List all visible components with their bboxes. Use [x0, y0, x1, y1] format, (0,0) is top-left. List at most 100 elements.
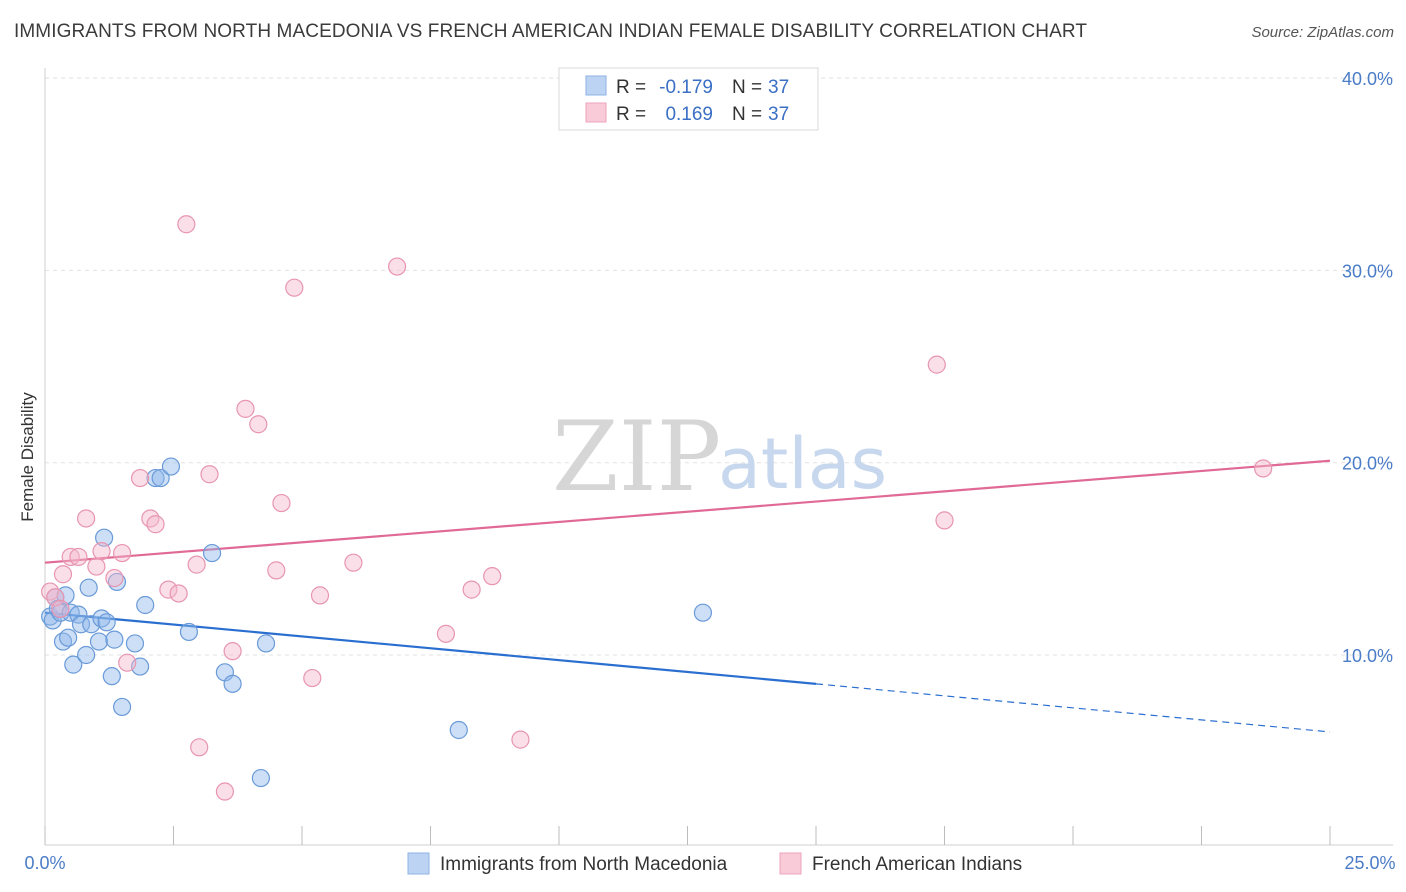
- point-series2-25: [267, 561, 286, 580]
- point-series1-36: [693, 603, 713, 622]
- point-series1-29: [179, 622, 199, 642]
- point-series2-8: [92, 542, 111, 561]
- point-series1-28: [161, 457, 181, 476]
- legend-n-label-2: N =: [732, 104, 762, 125]
- point-series2-9: [105, 568, 124, 588]
- point-series2-23: [236, 399, 255, 418]
- top-legend: R = -0.179 N = 37 R = 0.169 N = 37: [558, 67, 819, 131]
- point-series1-18: [97, 613, 116, 632]
- point-series2-19: [200, 465, 219, 484]
- point-series2-26: [272, 493, 291, 513]
- watermark: ZIP atlas: [552, 401, 887, 513]
- x-max-label: 25.0%: [1344, 853, 1395, 873]
- point-series2-0: [41, 582, 60, 601]
- point-series1-19: [102, 667, 121, 686]
- trend-line-series1: [44, 611, 817, 685]
- trend-lines: [44, 459, 1331, 733]
- point-series2-29: [310, 586, 330, 605]
- legend-swatch-pink: [585, 102, 607, 123]
- point-series1-7: [59, 628, 78, 647]
- y-axis-label: Female Disability: [18, 392, 37, 522]
- point-series1-27: [151, 468, 170, 488]
- point-series1-25: [136, 595, 155, 615]
- point-series2-2: [51, 599, 70, 618]
- point-series1-17: [95, 528, 114, 547]
- point-series2-32: [436, 624, 456, 643]
- legend-n-value-2: 37: [768, 104, 789, 125]
- point-series2-5: [69, 547, 88, 567]
- y-ticks: 10.0% 20.0% 30.0% 40.0%: [1342, 69, 1393, 666]
- point-series2-35: [511, 730, 530, 749]
- legend-swatch-blue: [585, 75, 607, 96]
- legend-n-value-1: 37: [768, 77, 789, 98]
- point-series1-12: [77, 645, 96, 665]
- point-series2-24: [249, 415, 268, 434]
- bottom-legend-swatch-blue: [407, 852, 430, 875]
- point-series1-33: [256, 634, 276, 653]
- point-series2-38: [1254, 459, 1273, 478]
- bottom-legend-label-2: French American Indians: [812, 854, 1022, 875]
- x-ticks: [44, 826, 1331, 845]
- point-series2-18: [187, 555, 206, 574]
- point-series2-1: [46, 588, 65, 607]
- trend-line-extension-series1: [815, 683, 1331, 733]
- legend-r-label-2: R =: [616, 104, 646, 125]
- trend-line-series2: [44, 459, 1331, 564]
- point-series1-35: [449, 720, 468, 740]
- watermark-zip: ZIP: [552, 401, 721, 513]
- chart-title: IMMIGRANTS FROM NORTH MACEDONIA VS FRENC…: [14, 21, 1088, 42]
- point-series2-28: [303, 668, 322, 688]
- point-series1-11: [71, 615, 91, 634]
- point-series1-15: [89, 632, 109, 651]
- point-series2-10: [112, 543, 132, 563]
- point-series2-15: [159, 580, 178, 599]
- point-series1-9: [64, 655, 83, 674]
- bottom-legend-swatch-pink: [779, 852, 802, 875]
- axes: [44, 68, 1393, 846]
- y-tick-label-3: 40.0%: [1342, 69, 1393, 89]
- point-series2-11: [118, 653, 137, 672]
- point-series2-34: [483, 567, 502, 586]
- point-series2-36: [927, 355, 946, 374]
- point-series1-34: [251, 768, 270, 788]
- bottom-legend-label-1: Immigrants from North Macedonia: [440, 854, 728, 875]
- y-tick-label-0: 10.0%: [1342, 646, 1393, 666]
- point-series1-13: [79, 578, 98, 597]
- point-series2-22: [223, 642, 242, 661]
- x-min-label: 0.0%: [24, 853, 65, 873]
- gridlines: [45, 77, 1393, 656]
- legend-r-value-1: -0.179: [659, 77, 713, 98]
- point-series2-6: [77, 509, 96, 528]
- legend-r-value-2: 0.169: [665, 104, 713, 125]
- point-series1-32: [223, 674, 242, 693]
- point-series1-30: [202, 543, 222, 563]
- point-series2-17: [177, 215, 196, 234]
- point-series2-37: [935, 511, 954, 530]
- point-series1-14: [82, 615, 101, 634]
- point-series1-22: [112, 697, 132, 717]
- point-series1-23: [125, 634, 145, 653]
- point-series2-14: [146, 515, 165, 534]
- source-label: Source: ZipAtlas.com: [1251, 24, 1394, 41]
- legend-n-label-1: N =: [732, 77, 762, 98]
- point-series2-7: [87, 557, 106, 576]
- point-series2-20: [190, 738, 209, 757]
- point-series2-21: [215, 782, 234, 801]
- point-series2-31: [387, 257, 407, 276]
- y-tick-label-1: 20.0%: [1342, 454, 1393, 474]
- y-tick-label-2: 30.0%: [1342, 261, 1393, 281]
- point-series2-12: [130, 468, 150, 488]
- data-points: [41, 215, 1273, 801]
- bottom-legend: Immigrants from North Macedonia French A…: [407, 852, 1022, 875]
- point-series2-13: [141, 509, 160, 528]
- point-series2-27: [285, 278, 304, 297]
- point-series1-20: [105, 630, 124, 649]
- point-series2-4: [61, 547, 80, 567]
- watermark-atlas: atlas: [718, 423, 887, 505]
- point-series2-33: [462, 580, 481, 599]
- point-series2-3: [53, 565, 73, 584]
- point-series1-26: [146, 468, 165, 488]
- legend-r-label-1: R =: [616, 77, 646, 98]
- point-series2-30: [344, 553, 363, 572]
